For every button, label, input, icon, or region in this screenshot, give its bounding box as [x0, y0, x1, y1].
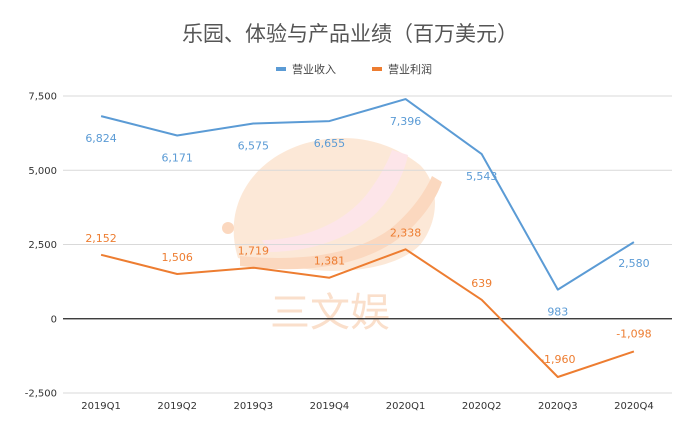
- legend-swatch-profit: [372, 67, 382, 71]
- data-label-revenue: 7,396: [390, 115, 422, 128]
- x-tick-label: 2019Q4: [310, 401, 350, 412]
- x-axis: 2019Q1 2019Q2 2019Q3 2019Q4 2020Q1 2020Q2 2020…: [81, 401, 654, 412]
- data-label-profit: -1,960: [540, 353, 575, 366]
- y-tick-label: 7,500: [28, 92, 57, 103]
- watermark-stripe-pink: [262, 150, 408, 252]
- x-tick-label: 2020Q3: [538, 401, 578, 412]
- data-label-profit: 1,719: [238, 245, 270, 258]
- data-label-revenue: 2,580: [618, 257, 650, 270]
- chart-title: 乐园、体验与产品业绩（百万美元）: [182, 22, 518, 46]
- x-tick-label: 2020Q2: [462, 401, 502, 412]
- y-tick-label: 5,000: [28, 166, 57, 177]
- data-label-revenue: 5,543: [466, 170, 498, 183]
- watermark-text: 三文娱: [270, 290, 390, 336]
- x-tick-label: 2019Q1: [81, 401, 121, 412]
- data-label-revenue: 6,171: [161, 151, 193, 164]
- legend: 营业收入 营业利润: [276, 62, 432, 76]
- series-line-revenue: [100, 98, 635, 291]
- data-label-profit: -1,098: [616, 327, 651, 340]
- data-labels: 6,824 6,171 6,575 6,655 7,396 5,543 983 2,580 2,…: [85, 115, 651, 366]
- x-tick-label: 2020Q4: [614, 401, 654, 412]
- data-label-revenue: 983: [547, 306, 568, 319]
- data-label-profit: 2,338: [390, 226, 422, 239]
- data-label-profit: 639: [471, 277, 492, 290]
- x-tick-label: 2019Q3: [233, 401, 273, 412]
- x-tick-label: 2019Q2: [157, 401, 197, 412]
- x-tick-label: 2020Q1: [386, 401, 426, 412]
- y-tick-label: -2,500: [25, 389, 57, 400]
- y-tick-label: 0: [51, 314, 57, 325]
- watermark-logo: 三文娱: [222, 137, 442, 336]
- watermark-dot: [222, 222, 234, 234]
- legend-swatch-revenue: [276, 67, 286, 71]
- series-layer: [100, 98, 635, 378]
- y-tick-label: 2,500: [28, 240, 57, 251]
- data-label-revenue: 6,655: [314, 137, 346, 150]
- data-label-profit: 1,506: [161, 251, 193, 264]
- watermark-stripe-orange: [240, 176, 442, 270]
- series-line-profit: [100, 248, 635, 378]
- legend-label-revenue: 营业收入: [292, 62, 336, 76]
- data-label-revenue: 6,575: [238, 139, 270, 152]
- data-label-revenue: 6,824: [85, 132, 117, 145]
- data-label-profit: 2,152: [85, 232, 117, 245]
- legend-label-profit: 营业利润: [388, 62, 432, 76]
- gridlines: [63, 95, 672, 394]
- y-axis: -2,500 0 2,500 5,000 7,500: [25, 92, 57, 400]
- data-label-profit: 1,381: [314, 255, 346, 268]
